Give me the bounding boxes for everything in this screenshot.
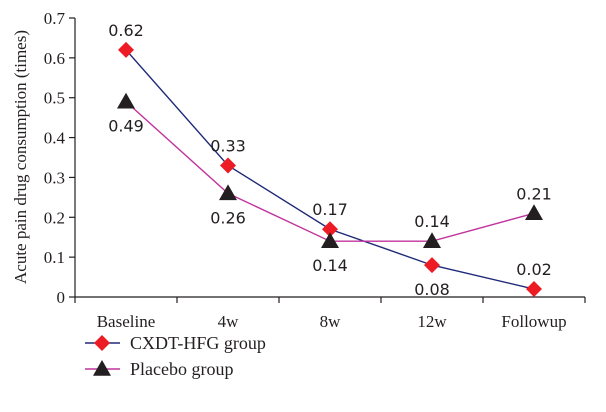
- data-label: 0.14: [312, 256, 348, 275]
- y-tick-label: 0.1: [44, 248, 65, 267]
- data-point-marker: [424, 257, 440, 274]
- x-tick-label: 4w: [218, 312, 240, 331]
- data-label: 0.14: [414, 212, 450, 231]
- x-tick-label: Followup: [501, 312, 566, 331]
- legend-marker: [93, 360, 111, 376]
- y-tick-label: 0: [57, 288, 66, 307]
- data-point-marker: [423, 232, 441, 248]
- data-label: 0.33: [210, 136, 246, 155]
- legend-item: CXDT-HFG group: [85, 333, 266, 353]
- data-label: 0.49: [108, 117, 144, 136]
- series-2: 0.49 0.26 0.14 0.14 0.21: [108, 92, 552, 275]
- series-layer: 0.62 0.33 0.17 0.08 0.02 0.49 0.26 0.14 0.14 0.21: [108, 21, 552, 299]
- y-ticks: 0 0.1 0.2 0.3 0.4 0.5 0.6 0.7: [44, 9, 75, 307]
- data-label: 0.26: [210, 208, 246, 227]
- data-point-marker: [322, 221, 338, 238]
- series-1: 0.62 0.33 0.17 0.08 0.02: [108, 21, 552, 299]
- data-label: 0.08: [414, 280, 450, 299]
- data-point-marker: [219, 184, 237, 201]
- legend-item: Placebo group: [85, 359, 233, 379]
- legend-marker: [94, 335, 110, 351]
- y-tick-label: 0.5: [44, 89, 65, 108]
- data-label: 0.02: [516, 260, 552, 279]
- y-tick-label: 0.4: [44, 129, 66, 148]
- y-tick-label: 0.3: [44, 168, 65, 187]
- y-tick-label: 0.6: [44, 49, 65, 68]
- x-tick-label: 12w: [417, 312, 447, 331]
- legend-label: CXDT-HFG group: [130, 333, 266, 353]
- series-line: [125, 49, 535, 290]
- y-tick-label: 0.2: [44, 208, 65, 227]
- x-tick-label: 8w: [320, 312, 342, 331]
- y-axis-title: Acute pain drug consumption (times): [11, 30, 30, 284]
- data-label: 0.17: [312, 200, 348, 219]
- data-point-marker: [525, 204, 543, 221]
- data-label: 0.21: [516, 184, 552, 203]
- data-label: 0.62: [108, 21, 144, 40]
- data-point-marker: [321, 232, 339, 248]
- series-line: [125, 101, 535, 242]
- y-tick-label: 0.7: [44, 9, 66, 28]
- x-ticks: Baseline 4w 8w 12w Followup: [74, 297, 586, 331]
- legend-label: Placebo group: [130, 359, 233, 379]
- legend: CXDT-HFG group Placebo group: [85, 333, 266, 379]
- data-point-marker: [220, 157, 236, 174]
- data-point-marker: [117, 92, 135, 109]
- data-point-marker: [118, 41, 134, 58]
- data-point-marker: [526, 281, 542, 298]
- x-tick-label: Baseline: [97, 312, 156, 331]
